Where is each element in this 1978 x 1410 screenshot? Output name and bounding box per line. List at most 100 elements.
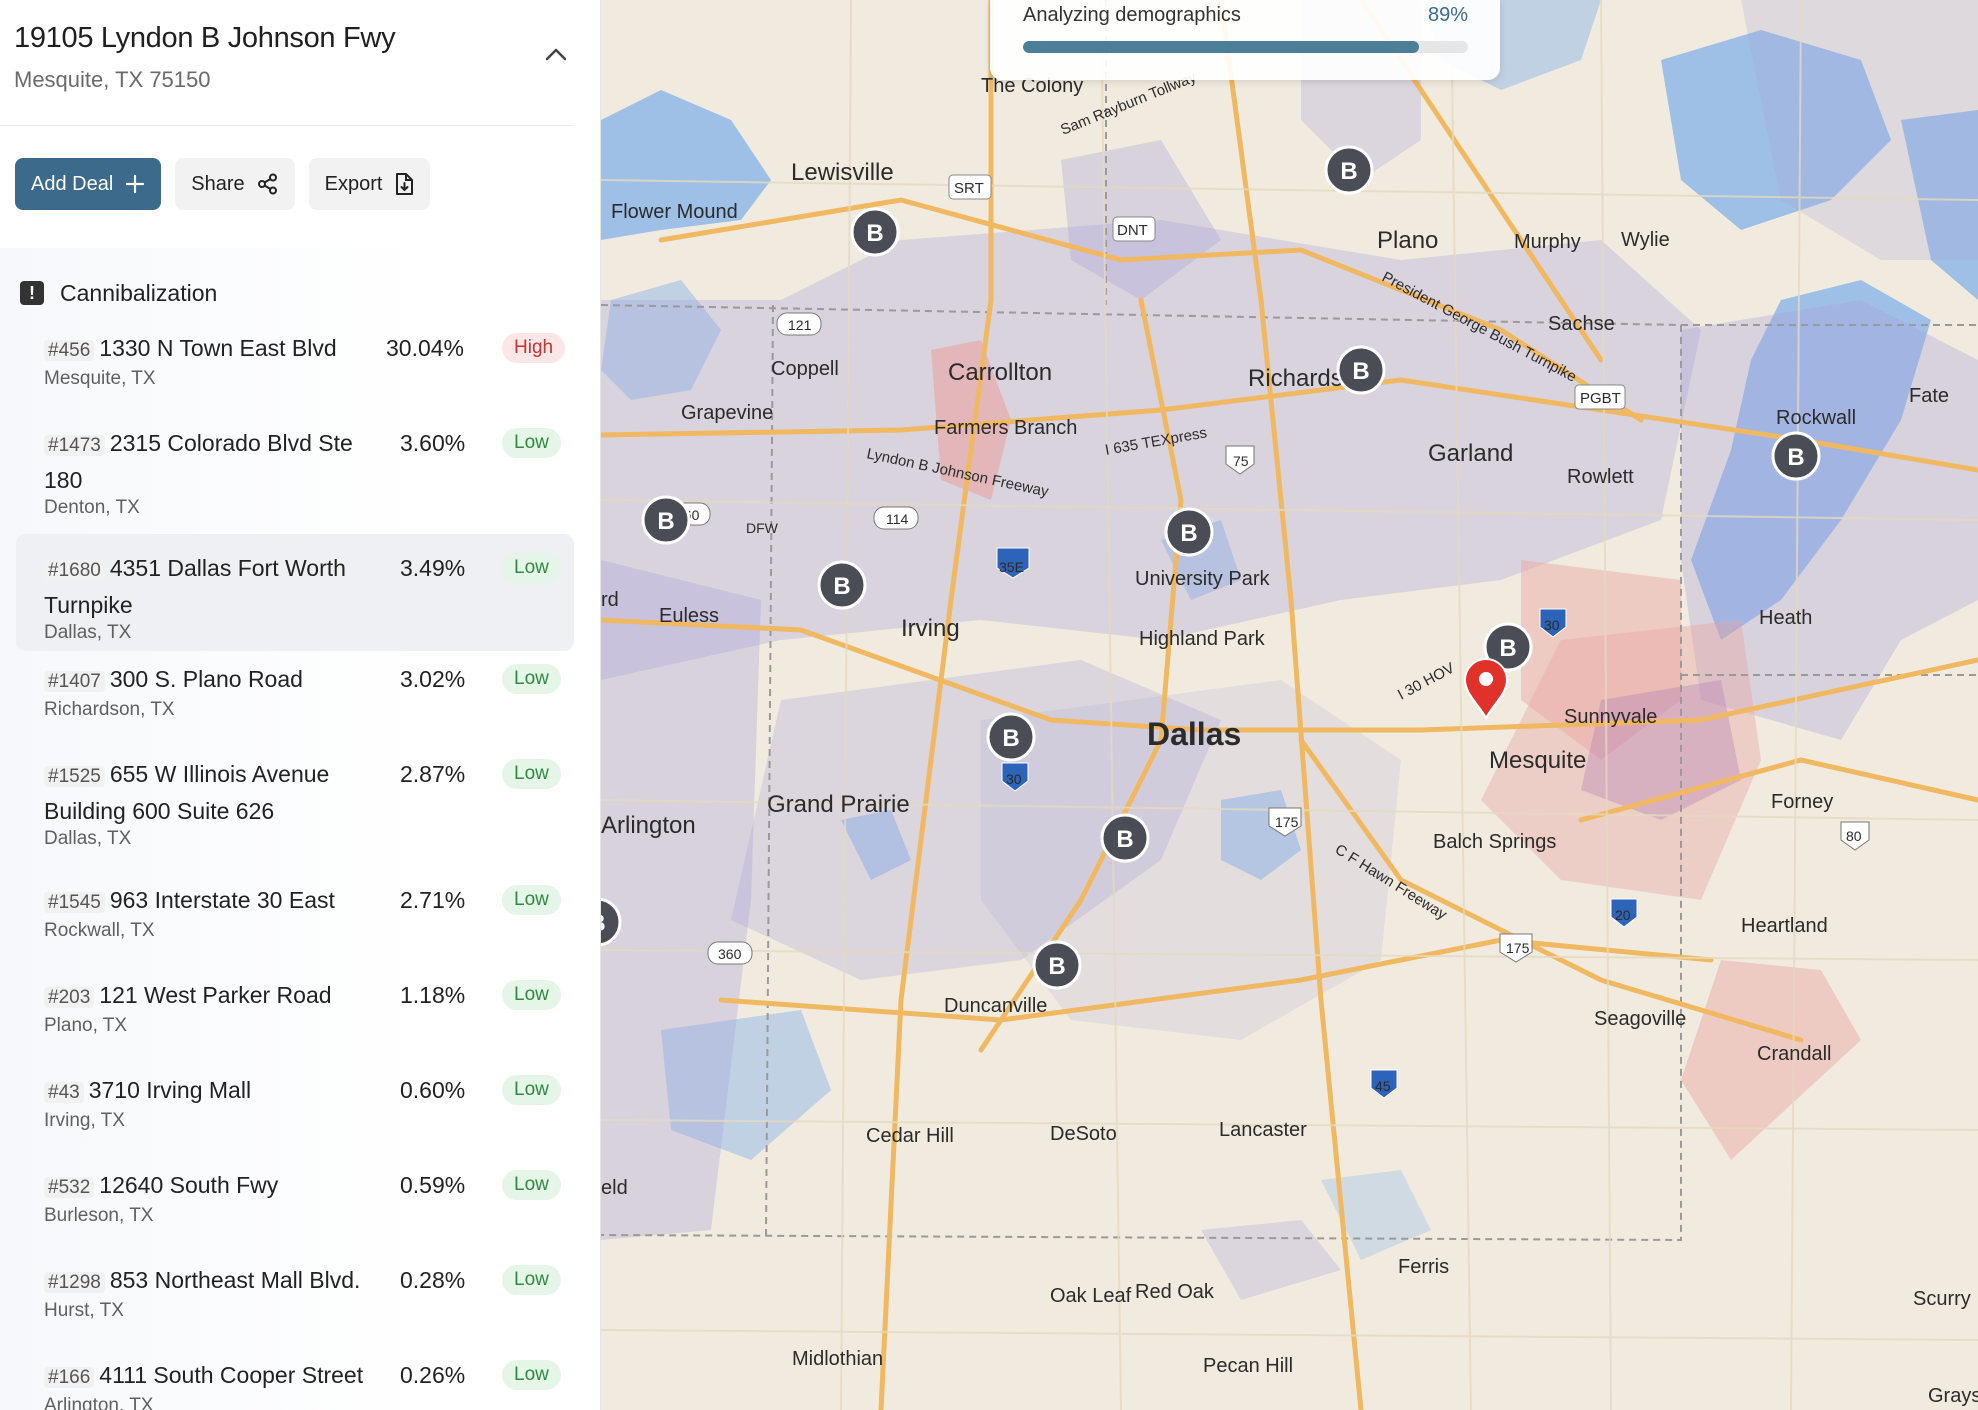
store-address: 121 West Parker Road <box>99 982 332 1008</box>
highway-shield: 30 <box>1001 762 1029 792</box>
overlap-percent: 30.04% <box>386 335 465 361</box>
city-label: Ferris <box>1398 1256 1449 1278</box>
store-marker[interactable]: B <box>601 897 622 947</box>
file-export-icon <box>396 173 414 195</box>
store-marker[interactable]: B <box>1483 622 1533 672</box>
store-address: 1330 N Town East Blvd <box>99 335 337 361</box>
city-label: Wylie <box>1621 229 1670 251</box>
city-label: Lewisville <box>791 159 894 186</box>
svg-text:SRT: SRT <box>954 180 984 197</box>
risk-badge: Low <box>502 759 561 789</box>
city-label: Highland Park <box>1139 628 1266 650</box>
store-address: 300 S. Plano Road <box>109 666 303 692</box>
store-city: Rockwall, TX <box>44 920 155 941</box>
list-item[interactable]: #1298 853 Northeast Mall Blvd. 0.28% Low … <box>16 1253 574 1348</box>
share-label: Share <box>191 172 245 195</box>
store-city: Dallas, TX <box>44 622 132 643</box>
svg-text:45: 45 <box>1375 1078 1391 1094</box>
highway-shield: 360 <box>707 941 753 965</box>
store-marker[interactable]: B <box>817 560 867 610</box>
store-number: #43 <box>44 1082 84 1103</box>
store-number: #166 <box>44 1367 95 1388</box>
store-marker-letter: B <box>657 508 674 535</box>
city-label: Rockwall <box>1776 407 1856 429</box>
local-roads <box>601 0 1978 1410</box>
share-icon <box>257 173 277 195</box>
store-address: 4351 Dallas Fort Worth Turnpike <box>44 555 346 618</box>
store-markers[interactable]: B B B B B B B B B B B B <box>601 145 1821 990</box>
store-number: #1680 <box>44 560 105 581</box>
store-marker-letter: B <box>1180 520 1197 547</box>
risk-badge: Low <box>502 1170 561 1200</box>
store-city: Hurst, TX <box>44 1300 124 1321</box>
add-deal-button[interactable]: Add Deal <box>15 158 162 210</box>
collapse-button[interactable] <box>538 36 574 72</box>
map-view[interactable]: The Colony Lewisville Flower Mound Plano… <box>601 0 1978 1410</box>
city-label: Grays <box>1928 1385 1978 1407</box>
risk-badge: Low <box>502 980 561 1010</box>
progress-fill <box>1023 41 1420 53</box>
list-item[interactable]: #1680 4351 Dallas Fort Worth Turnpike 3.4… <box>16 534 574 651</box>
svg-text:30: 30 <box>1006 771 1022 787</box>
city-label: rd <box>601 589 619 611</box>
city-label: Balch Springs <box>1433 831 1556 853</box>
chevron-up-icon <box>545 48 567 61</box>
list-item[interactable]: #532 12640 South Fwy 0.59% Low Burleson, … <box>16 1158 574 1253</box>
store-city: Dallas, TX <box>44 828 132 849</box>
city-label: Scurry <box>1913 1288 1971 1310</box>
store-marker[interactable]: B <box>1032 940 1082 990</box>
store-marker[interactable]: B <box>641 495 691 545</box>
list-item[interactable]: #456 1330 N Town East Blvd 30.04% High Me… <box>16 318 574 408</box>
svg-text:20: 20 <box>1615 907 1631 923</box>
city-label: Sachse <box>1548 313 1615 335</box>
highway-shield: 35E <box>996 547 1030 579</box>
highway-shield: 20 <box>1610 898 1638 928</box>
overlap-percent: 3.49% <box>400 555 466 581</box>
overlap-percent: 0.28% <box>400 1267 466 1293</box>
store-marker-letter: B <box>1787 444 1804 471</box>
highway-shield: 121 <box>776 312 822 336</box>
list-item[interactable]: #1407 300 S. Plano Road 3.02% Low Richard… <box>16 651 574 747</box>
list-item[interactable]: #203 121 West Parker Road 1.18% Low Plano… <box>16 968 574 1063</box>
list-item[interactable]: #43 3710 Irving Mall 0.60% Low Irving, TX <box>16 1063 574 1158</box>
overlap-percent: 1.18% <box>400 982 466 1008</box>
city-label: Irving <box>901 615 960 642</box>
city-label: eld <box>601 1177 628 1199</box>
store-marker[interactable]: B <box>1336 345 1386 395</box>
overlap-percent: 2.71% <box>400 887 466 913</box>
svg-text:175: 175 <box>1275 814 1299 830</box>
location-pin-icon[interactable] <box>1463 658 1509 721</box>
store-marker-letter: B <box>1002 725 1019 752</box>
svg-text:30: 30 <box>1544 617 1560 633</box>
store-marker[interactable]: B <box>1164 507 1214 557</box>
city-label: Coppell <box>771 358 839 380</box>
store-city: Denton, TX <box>44 497 140 518</box>
city-label: Cedar Hill <box>866 1125 954 1147</box>
risk-badge: Low <box>502 885 561 915</box>
store-marker-letter: B <box>1116 826 1133 853</box>
list-item[interactable]: #1525 655 W Illinois Avenue Building 600 … <box>16 747 574 873</box>
list-item[interactable]: #166 4111 South Cooper Street 0.26% Low A… <box>16 1348 574 1410</box>
highway-shield: 175 <box>1499 933 1533 963</box>
map-canvas[interactable]: The Colony Lewisville Flower Mound Plano… <box>601 0 1978 1410</box>
share-button[interactable]: Share <box>175 158 295 210</box>
store-city: Plano, TX <box>44 1015 128 1036</box>
store-marker[interactable]: B <box>1771 431 1821 481</box>
store-marker[interactable]: B <box>986 712 1036 762</box>
store-number: #1525 <box>44 766 105 787</box>
highway-shield: 30 <box>1539 608 1567 638</box>
add-deal-label: Add Deal <box>31 172 114 195</box>
cannibalization-header: ! Cannibalization <box>0 248 600 318</box>
list-item[interactable]: #1473 2315 Colorado Blvd Ste 180 3.60% Lo… <box>16 408 574 534</box>
store-marker[interactable]: B <box>1324 145 1374 195</box>
store-marker[interactable]: B <box>850 207 900 257</box>
export-button[interactable]: Export <box>308 158 431 210</box>
list-item[interactable]: #1545 963 Interstate 30 East 2.71% Low Ro… <box>16 873 574 968</box>
progress-track <box>1023 41 1468 53</box>
store-number: #532 <box>44 1177 95 1198</box>
risk-badge: Low <box>502 1360 561 1390</box>
svg-text:121: 121 <box>788 317 812 333</box>
store-marker[interactable]: B <box>1100 813 1150 863</box>
highway-shield: 175 <box>1268 807 1302 837</box>
location-header: 19105 Lyndon B Johnson Fwy Mesquite, TX … <box>0 0 574 126</box>
